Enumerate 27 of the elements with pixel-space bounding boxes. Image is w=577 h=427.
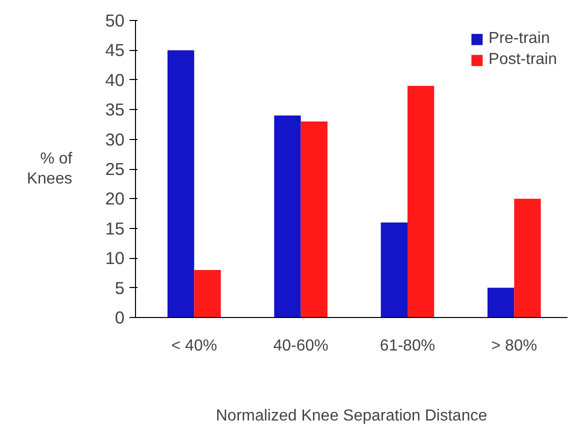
x-axis-title: Normalized Knee Separation Distance <box>216 408 488 424</box>
y-tick-label: 10 <box>105 248 125 268</box>
x-tick-label: > 80% <box>491 338 538 354</box>
bar <box>168 50 194 318</box>
x-tick-label: 40-60% <box>273 338 328 354</box>
y-tick-label: 25 <box>105 159 125 179</box>
bar <box>488 288 514 318</box>
y-tick-label: 15 <box>105 218 125 238</box>
bar <box>274 116 301 318</box>
y-tick-label: 45 <box>105 40 125 60</box>
bar <box>194 270 221 318</box>
legend-label: Pre-train <box>488 30 550 48</box>
y-tick-label: 0 <box>114 308 125 328</box>
y-tick-label: 40 <box>105 70 125 90</box>
bar <box>300 121 328 318</box>
y-tick-label: 5 <box>114 278 125 298</box>
y-tick-label: 30 <box>105 129 125 150</box>
y-tick-label: 35 <box>105 100 125 120</box>
y-tick-label: 20 <box>105 188 125 209</box>
bar <box>408 86 434 318</box>
y-tick-label: 50 <box>105 10 125 30</box>
x-tick-label: 61-80% <box>380 338 436 354</box>
legend-label: Post-train <box>488 51 557 69</box>
x-tick-label: < 40% <box>171 338 218 354</box>
bar <box>514 198 541 318</box>
bar <box>380 222 408 318</box>
y-axis-title: % of Knees <box>26 150 73 188</box>
